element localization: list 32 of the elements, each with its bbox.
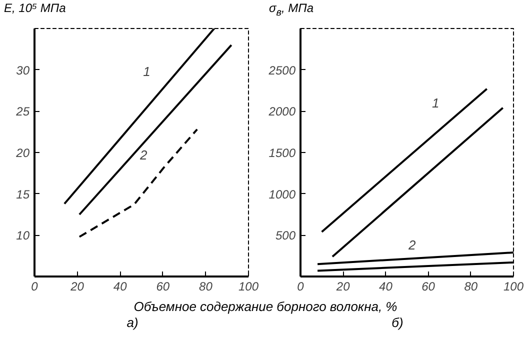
- y-tick-label: 30: [16, 63, 30, 78]
- x-tick-label: 100: [238, 280, 259, 294]
- annotation: 1: [432, 95, 440, 110]
- y-tick-label: 500: [275, 228, 296, 243]
- text: а): [126, 314, 138, 332]
- x-tick-label: 0: [31, 280, 38, 294]
- x-tick-label: 40: [379, 280, 393, 294]
- annotation: 1: [143, 64, 150, 79]
- y-tick-label: 1500: [268, 146, 296, 160]
- x-tick-label: 20: [70, 280, 84, 294]
- x-tick-label: 60: [156, 280, 170, 294]
- x-tick-label: 0: [297, 280, 304, 294]
- x-tick-label: 80: [464, 280, 478, 294]
- line-series: [78, 128, 198, 238]
- text: б): [392, 314, 404, 332]
- x-axis-title: Объемное содержание борного волокна, %: [134, 298, 398, 316]
- y-tick-label: 2500: [268, 63, 296, 78]
- y-tick-label: 2000: [268, 104, 296, 119]
- y-tick-label: 20: [15, 146, 30, 160]
- y-axis-title: E, 10⁵ МПа: [4, 0, 66, 17]
- x-tick-label: 60: [422, 280, 436, 294]
- y-axis-title: σ$_{в}$, МПа: [269, 0, 314, 20]
- x-tick-label: 100: [503, 280, 524, 294]
- y-tick-label: 25: [15, 104, 30, 119]
- x-tick-label: 40: [113, 280, 128, 294]
- x-tick-label: 80: [199, 280, 213, 294]
- y-tick-label: 15: [16, 187, 30, 202]
- annotation: 2: [408, 237, 417, 252]
- y-tick-label: 1000: [268, 187, 296, 202]
- y-tick-label: 10: [16, 228, 30, 243]
- annotation: 2: [138, 147, 148, 162]
- x-tick-label: 20: [335, 280, 350, 294]
